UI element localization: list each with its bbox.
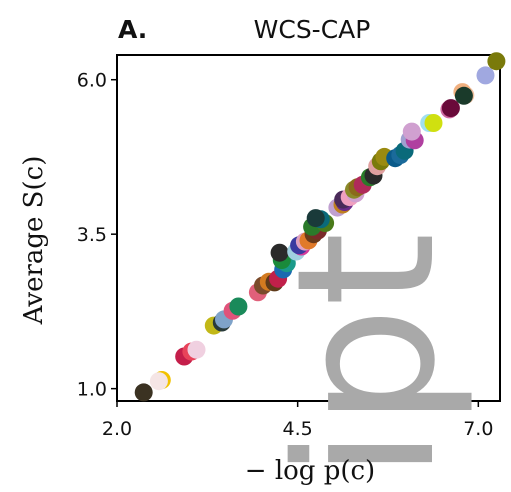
y-ticks: 1.0 3.5 6.0 — [77, 70, 117, 401]
data-point — [454, 86, 473, 105]
data-point — [229, 297, 248, 316]
x-tick-label: 7.0 — [463, 418, 493, 440]
x-tick-label: 4.5 — [283, 418, 313, 440]
data-point — [187, 340, 206, 359]
points-layer — [134, 52, 506, 402]
y-tick-label: 6.0 — [77, 70, 107, 92]
data-point — [402, 122, 421, 141]
data-point — [306, 209, 325, 228]
watermark-text: ipt — [256, 232, 477, 480]
data-point — [476, 66, 495, 85]
y-tick-label: 1.0 — [77, 379, 107, 401]
data-point — [487, 52, 506, 71]
x-tick-label: 2.0 — [102, 418, 132, 440]
data-point — [149, 372, 168, 391]
chart-title: WCS-CAP — [254, 15, 371, 44]
data-point — [270, 243, 289, 262]
panel-label: A. — [118, 15, 147, 44]
y-tick-label: 3.5 — [77, 224, 107, 246]
y-axis-label: Average S(c) — [19, 156, 49, 326]
data-point — [441, 99, 460, 118]
data-point — [134, 383, 153, 402]
x-ticks: 2.0 4.5 7.0 — [102, 401, 493, 440]
data-point — [424, 114, 443, 132]
x-axis-label: − log p(c) — [245, 456, 375, 486]
